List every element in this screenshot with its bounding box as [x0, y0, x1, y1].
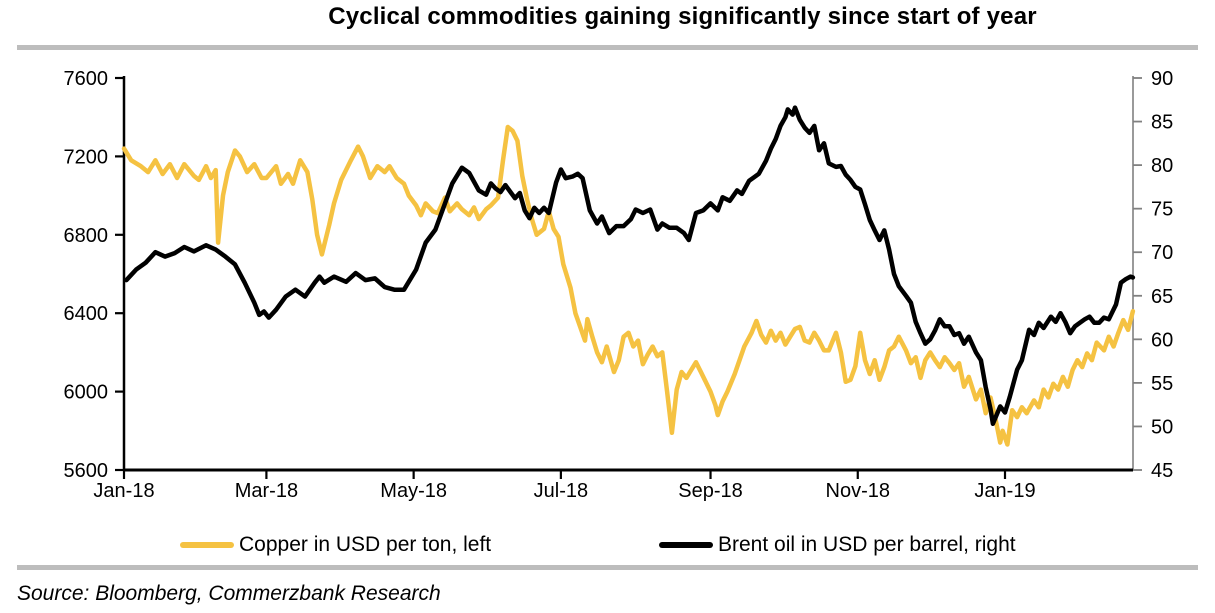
left-axis-tick-label: 5600 [64, 460, 109, 482]
right-axis-tick-label: 45 [1151, 460, 1173, 482]
x-axis-tick-label: Sep-18 [678, 480, 743, 502]
left-axis-tick-label: 7600 [64, 68, 109, 90]
right-axis-tick-label: 75 [1151, 199, 1173, 221]
x-axis-tick-label: Mar-18 [235, 480, 298, 502]
right-axis-tick-label: 55 [1151, 373, 1173, 395]
left-axis-tick-label: 6000 [64, 382, 109, 404]
right-axis-tick-label: 60 [1151, 329, 1173, 351]
right-axis-tick-label: 50 [1151, 416, 1173, 438]
right-axis-tick-label: 70 [1151, 242, 1173, 264]
legend-label-brent: Brent oil in USD per barrel, right [718, 533, 1016, 556]
x-axis-tick-label: Jan-19 [974, 480, 1035, 502]
legend-label-copper: Copper in USD per ton, left [239, 533, 492, 556]
x-axis-tick-label: Jul-18 [534, 480, 588, 502]
chart-title: Cyclical commodities gaining significant… [328, 3, 1037, 30]
left-axis-tick-label: 6800 [64, 225, 109, 247]
divider-top [17, 45, 1198, 50]
brent-line-swatch [659, 542, 713, 548]
source-text: Source: Bloomberg, Commerzbank Research [17, 582, 441, 605]
divider-bottom [17, 565, 1198, 570]
dual-axis-line-chart: 7600 7200 6800 6400 6000 5600 90 85 80 75 70 65 60 55… [64, 68, 1174, 502]
right-axis-tick-label: 85 [1151, 112, 1173, 134]
legend-item-copper: Copper in USD per ton, left [180, 533, 492, 556]
x-axis-tick-label: Jan-18 [93, 480, 154, 502]
brent-series-line [124, 105, 1136, 427]
legend-item-brent: Brent oil in USD per barrel, right [659, 533, 1016, 556]
right-axis-tick-label: 80 [1151, 155, 1173, 177]
left-axis-tick-label: 6400 [64, 303, 109, 325]
copper-line-swatch [180, 542, 234, 548]
left-axis-tick-label: 7200 [64, 146, 109, 168]
right-axis-tick-label: 65 [1151, 286, 1173, 308]
x-axis-tick-label: May-18 [380, 480, 447, 502]
copper-series-line [121, 124, 1136, 447]
x-axis-tick-label: Nov-18 [826, 480, 890, 502]
right-axis-tick-label: 90 [1151, 68, 1173, 90]
